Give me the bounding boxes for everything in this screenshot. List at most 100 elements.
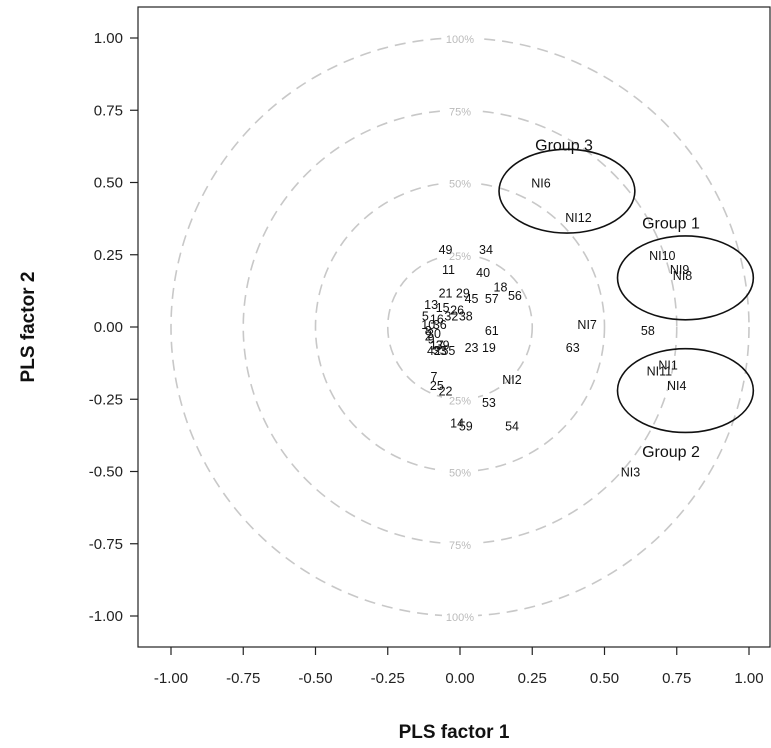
data-point-label: 29 [456,286,470,300]
data-point-label: 17 [430,338,444,352]
data-point-label: 34 [479,243,493,257]
data-point-label: 2 [425,330,432,344]
data-point-label: NI2 [502,373,522,387]
data-point-label: 8 [425,324,432,338]
data-point-label: 42 [427,344,441,358]
y-axis-ticks: 1.00 0.75 0.50 0.25 0.00 -0.25 -0.50 -0.75 -1.00 [89,30,138,625]
data-point-label: 40 [476,266,490,280]
y-tick-label: -0.50 [89,464,123,481]
x-tick-label: -0.75 [226,670,260,687]
ring-label-bg [442,393,478,407]
group-label: Group 3 [535,138,593,155]
ring-label-bg [442,176,478,190]
ring-label: 75% [449,106,471,118]
data-point-label: 57 [485,292,499,306]
data-point-label: 5 [422,309,429,323]
y-tick-label: -0.75 [89,536,123,553]
data-point-label: 18 [494,281,508,295]
data-point-label: 45 [465,292,479,306]
x-tick-label: 1.00 [734,670,763,687]
data-point-label: 11 [442,263,455,277]
data-point-label: NI12 [565,211,591,225]
y-tick-label: 1.00 [94,30,123,47]
ring-label: 100% [446,34,474,46]
data-point-label: 54 [505,419,519,433]
x-axis-ticks: -1.00 -0.75 -0.50 -0.25 0.00 0.25 0.50 0.75 1.00 [154,647,764,687]
x-tick-label: -0.25 [371,670,405,687]
data-point-label: 39 [436,338,450,352]
data-point-label: NI11 [647,364,673,378]
data-point-label: 15 [436,301,450,315]
data-point-label: 53 [482,396,496,410]
group-label: Group 2 [642,444,700,461]
x-tick-label: 0.50 [590,670,619,687]
ring-label: 50% [449,179,471,191]
data-point-label: 32 [444,309,458,323]
reference-circle [242,109,678,545]
data-point-label: 55 [441,344,455,358]
y-tick-label: 0.25 [94,247,123,264]
data-point-label: 13 [424,298,438,312]
y-axis-title: PLS factor 2 [18,272,39,383]
data-point-label: NI7 [577,318,597,332]
ring-label: 25% [449,395,471,407]
group-ellipse [616,235,755,321]
y-tick-label: 0.75 [94,102,123,119]
data-point-label: 9 [428,333,435,347]
data-point-label: 23 [465,341,479,355]
y-tick-label: 0.50 [94,175,123,192]
x-tick-label: 0.75 [662,670,691,687]
data-point-label: 63 [566,341,580,355]
group-label: Group 1 [642,216,700,233]
data-point-label: 16 [430,312,444,326]
ring-label-bg [442,465,478,479]
data-point-label: 25 [430,379,444,393]
data-point-label: 21 [439,286,453,300]
data-point-label: 61 [485,324,499,338]
ring-label: 75% [449,540,471,552]
ring-label: 100% [446,612,474,624]
data-point-label: 59 [459,419,473,433]
x-tick-label: 0.00 [445,670,474,687]
ring-label-bg [442,610,478,623]
data-point-label: NI10 [649,249,675,263]
data-point-label: 49 [439,243,453,257]
data-point-label: 58 [641,324,655,338]
data-point-label: 30 [427,327,441,341]
data-point-label: 14 [450,416,464,430]
data-point-label: 19 [482,341,496,355]
data-point-label: 38 [459,309,473,323]
reference-circle-labels: 100% 100% 75% 75% 50% 50% 25% 25% [442,32,478,624]
data-point-label: 22 [439,385,453,399]
ring-label-bg [442,104,478,118]
group-ellipses: Group 3 Group 1 Group 2 [498,138,755,461]
ring-label-bg [442,248,478,262]
data-point-label: 33 [433,344,447,358]
group-ellipse [498,148,636,234]
ring-label-bg [442,537,478,551]
data-point-label: 10 [421,318,435,332]
ring-label: 25% [449,251,471,263]
data-point-label: NI3 [621,466,641,480]
data-point-label: NI8 [673,269,693,283]
y-tick-label: -0.25 [89,391,123,408]
ring-label-bg [442,32,478,45]
data-point-label: NI9 [670,263,690,277]
x-axis-title: PLS factor 1 [399,722,510,743]
data-point-label: 7 [431,370,438,384]
data-point-label: NI4 [667,379,687,393]
data-point-label: 26 [450,304,464,318]
data-point-label: NI1 [658,359,678,373]
ring-label: 50% [449,468,471,480]
group-ellipse [616,347,755,434]
x-tick-label: 0.25 [518,670,547,687]
y-tick-label: 0.00 [94,319,123,336]
data-point-label: 36 [433,318,447,332]
y-tick-label: -1.00 [89,608,123,625]
x-tick-label: -1.00 [154,670,188,687]
x-tick-label: -0.50 [298,670,332,687]
data-point-label: NI6 [531,177,551,191]
data-point-label: 56 [508,289,522,303]
